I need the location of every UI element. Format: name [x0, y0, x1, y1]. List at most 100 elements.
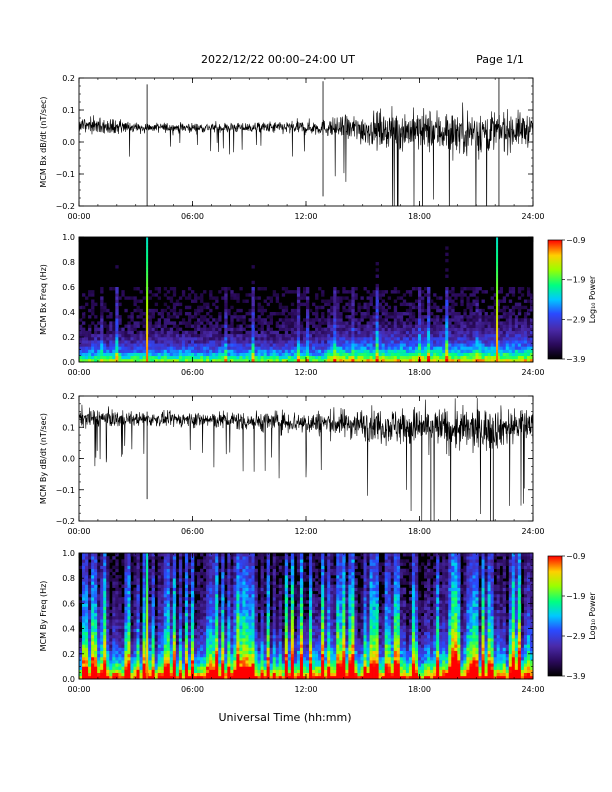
plot-frame — [78, 395, 534, 522]
spectrogram-cell — [88, 631, 92, 636]
spectrogram-cell — [118, 609, 122, 614]
spectrogram-cell — [79, 619, 83, 623]
spectrogram-cell — [112, 571, 116, 576]
spectrogram-cell — [118, 656, 122, 661]
spectrogram-cell — [184, 562, 189, 566]
spectrogram-cell — [166, 352, 171, 357]
spectrogram-cell — [433, 343, 437, 347]
spectrogram-cell — [127, 647, 131, 651]
spectrogram-cell — [287, 337, 292, 341]
spectrogram-cell — [109, 675, 113, 680]
spectrogram-cell — [378, 321, 382, 325]
spectrogram-cell — [508, 308, 513, 313]
spectrogram-cell — [487, 330, 491, 335]
spectrogram-cell — [178, 606, 183, 610]
x-tick-label: 24:00 — [521, 527, 544, 536]
spectrogram-cell — [206, 352, 210, 357]
spectrogram-cell — [278, 349, 283, 353]
spectrogram-cell — [160, 327, 165, 332]
spectrogram-cell — [221, 600, 225, 604]
spectrogram-cell — [466, 318, 470, 322]
spectrogram-cell — [121, 612, 125, 617]
spectrogram-cell — [505, 358, 510, 363]
spectrogram-cell — [333, 337, 337, 341]
spectrogram-cell — [127, 669, 131, 673]
spectrogram-cell — [239, 287, 243, 291]
spectrogram-cell — [457, 327, 461, 332]
spectrogram-cell — [100, 287, 104, 291]
spectrogram-cell — [299, 321, 304, 325]
spectrogram-cell — [399, 330, 404, 335]
spectrogram-cell — [85, 634, 89, 639]
spectrogram-cell — [109, 669, 113, 673]
spectrogram-cell — [166, 625, 171, 629]
spectrogram-cell — [402, 299, 407, 303]
spectrogram-cell — [230, 568, 234, 573]
spectrogram-cell — [166, 318, 171, 322]
spectrogram-cell — [187, 312, 192, 316]
spectrogram-cell — [148, 575, 152, 579]
spectrogram-cell — [218, 559, 222, 563]
spectrogram-cell — [206, 571, 210, 576]
spectrogram-cell — [281, 358, 286, 363]
spectrogram-cell — [472, 333, 476, 338]
spectrogram-cell — [227, 571, 231, 576]
spectrogram-cell — [169, 653, 174, 658]
spectrogram-cell — [115, 616, 119, 620]
spectrogram-cell — [218, 346, 222, 350]
spectrogram-cell — [118, 669, 122, 673]
spectrogram-cell — [378, 290, 382, 294]
spectrogram-cell — [172, 647, 177, 651]
spectrogram-cell — [248, 349, 252, 353]
spectrogram-cell — [112, 590, 116, 595]
spectrogram-cell — [421, 324, 425, 328]
spectrogram-cell — [439, 327, 443, 332]
spectrogram-cell — [218, 631, 222, 636]
spectrogram-cell — [287, 318, 292, 322]
spectrogram-cell — [427, 333, 431, 338]
spectrogram-cell — [318, 318, 322, 322]
spectrogram-cell — [166, 647, 171, 651]
spectrogram-cell — [499, 343, 504, 347]
spectrogram-cell — [100, 660, 104, 664]
spectrogram-cell — [239, 352, 243, 357]
spectrogram-cell — [457, 358, 461, 363]
spectrogram-cell — [136, 358, 140, 363]
spectrogram-cell — [451, 343, 455, 347]
spectrogram-cell — [197, 352, 201, 357]
spectrogram-cell — [206, 634, 210, 639]
spectrogram-cell — [151, 616, 155, 620]
spectrogram-cell — [424, 327, 428, 332]
spectrogram-cell — [393, 318, 398, 322]
spectrogram-cell — [103, 568, 107, 573]
spectrogram-cell — [529, 340, 534, 344]
spectrogram-cell — [151, 312, 155, 316]
spectrogram-cell — [239, 318, 243, 322]
spectrogram-cell — [257, 358, 261, 363]
spectrogram-cell — [133, 650, 137, 655]
spectrogram-cell — [302, 293, 307, 297]
spectrogram-cell — [281, 343, 286, 347]
spectrogram-cell — [166, 333, 171, 338]
spectrogram-cell — [139, 660, 143, 664]
spectrogram-cell — [224, 590, 228, 595]
spectrogram-cell — [142, 675, 146, 680]
spectrogram-cell — [91, 571, 95, 576]
spectrogram-cell — [115, 324, 119, 328]
spectrogram-cell — [421, 296, 425, 300]
spectrogram-cell — [472, 340, 476, 344]
spectrogram-cell — [130, 619, 134, 623]
spectrogram-cell — [97, 603, 101, 607]
spectrogram-cell — [124, 616, 128, 620]
spectrogram-cell — [154, 287, 158, 291]
spectrogram-cell — [97, 343, 101, 347]
spectrogram-cell — [302, 358, 307, 363]
spectrogram-cell — [133, 565, 137, 570]
spectrogram-cell — [187, 650, 192, 655]
spectrogram-cell — [451, 324, 455, 328]
spectrogram-cell — [206, 641, 210, 645]
spectrogram-cell — [330, 321, 334, 325]
spectrogram-cell — [442, 355, 446, 360]
bright-event-line — [146, 287, 149, 291]
spectrogram-cell — [230, 590, 234, 595]
